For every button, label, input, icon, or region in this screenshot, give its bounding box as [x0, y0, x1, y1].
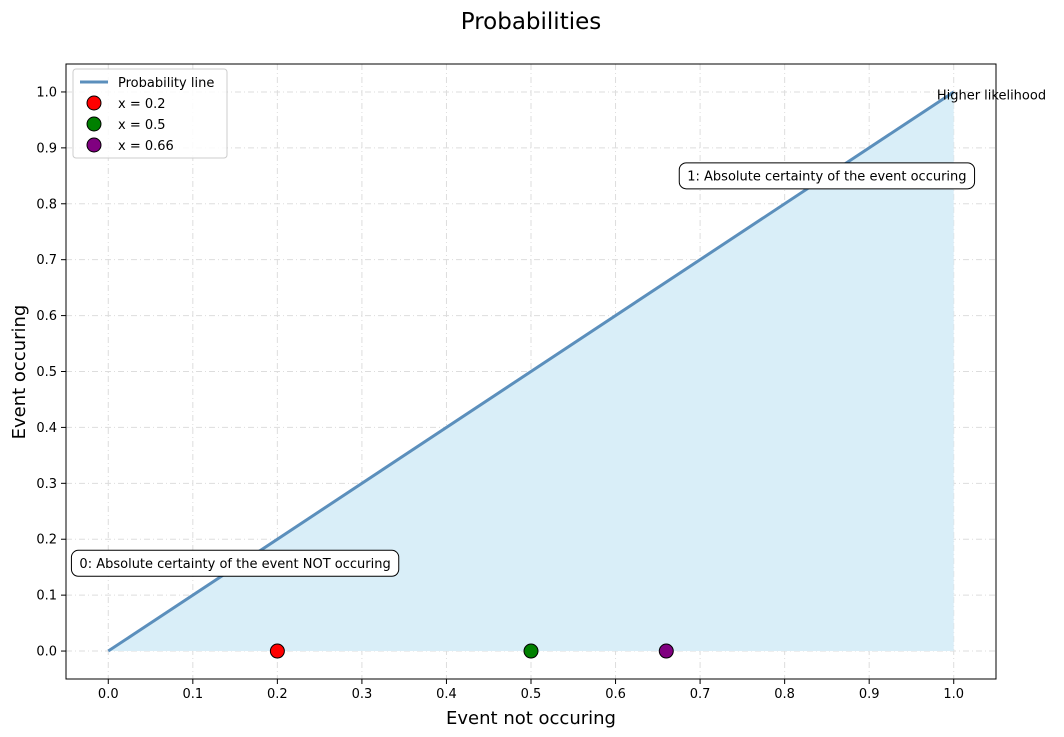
legend-label-0: x = 0.2 [118, 97, 166, 112]
x-tick-label-6: 0.6 [605, 687, 626, 702]
x-tick-label-8: 0.8 [774, 687, 795, 702]
annotation-text-0: 1: Absolute certainty of the event occur… [687, 169, 966, 184]
x-tick-label-7: 0.7 [690, 687, 711, 702]
annotation-2: Higher likelihood [937, 88, 1046, 103]
x-tick-label-10: 1.0 [943, 687, 964, 702]
legend-box [72, 68, 228, 159]
y-tick-label-5: 0.5 [36, 365, 57, 380]
data-point-2 [658, 643, 674, 659]
y-tick-label-7: 0.7 [36, 253, 57, 268]
legend-label-2: x = 0.66 [118, 139, 174, 154]
y-tick-label-8: 0.8 [36, 197, 57, 212]
data-points [269, 643, 674, 659]
y-axis-ticks: 0.0 0.1 0.2 0.3 0.4 0.5 0.6 0.7 0.8 0.9 1.0 [36, 85, 66, 660]
legend-marker-1 [86, 116, 102, 132]
y-tick-label-4: 0.4 [36, 421, 57, 436]
annotation-box-1 [70, 549, 400, 577]
x-tick-label-2: 0.2 [267, 687, 288, 702]
legend-marker-2 [86, 137, 102, 153]
legend-label-probability-line: Probability line [118, 76, 214, 91]
annotation-0: 1: Absolute certainty of the event occur… [678, 162, 976, 190]
annotation-text-1: 0: Absolute certainty of the event NOT o… [79, 557, 390, 572]
annotations: 1: Absolute certainty of the event occur… [70, 88, 1046, 577]
data-point-1 [523, 643, 539, 659]
x-tick-label-5: 0.5 [521, 687, 542, 702]
legend-label-1: x = 0.5 [118, 118, 166, 133]
annotation-1: 0: Absolute certainty of the event NOT o… [70, 549, 400, 577]
y-tick-label-10: 1.0 [36, 85, 57, 100]
x-tick-label-0: 0.0 [98, 687, 119, 702]
annotation-text-2: Higher likelihood [937, 88, 1046, 103]
x-tick-label-3: 0.3 [352, 687, 373, 702]
legend-marker-0 [86, 95, 102, 111]
data-point-0 [269, 643, 285, 659]
y-tick-label-0: 0.0 [36, 645, 57, 660]
x-axis-label: Event not occuring [446, 708, 616, 729]
y-tick-label-2: 0.2 [36, 533, 57, 548]
y-axis-label: Event occuring [9, 305, 30, 440]
y-tick-label-6: 0.6 [36, 309, 57, 324]
x-tick-label-9: 0.9 [859, 687, 880, 702]
y-tick-label-3: 0.3 [36, 477, 57, 492]
x-tick-label-1: 0.1 [182, 687, 203, 702]
x-axis-ticks: 0.0 0.1 0.2 0.3 0.4 0.5 0.6 0.7 0.8 0.9 1.0 [98, 679, 964, 702]
x-tick-label-4: 0.4 [436, 687, 457, 702]
annotation-box-0 [678, 162, 976, 190]
legend: Probability line x = 0.2 x = 0.5 x = 0.66 [72, 68, 228, 159]
y-tick-label-9: 0.9 [36, 141, 57, 156]
chart-title: Probabilities [461, 9, 602, 35]
y-tick-label-1: 0.1 [36, 589, 57, 604]
